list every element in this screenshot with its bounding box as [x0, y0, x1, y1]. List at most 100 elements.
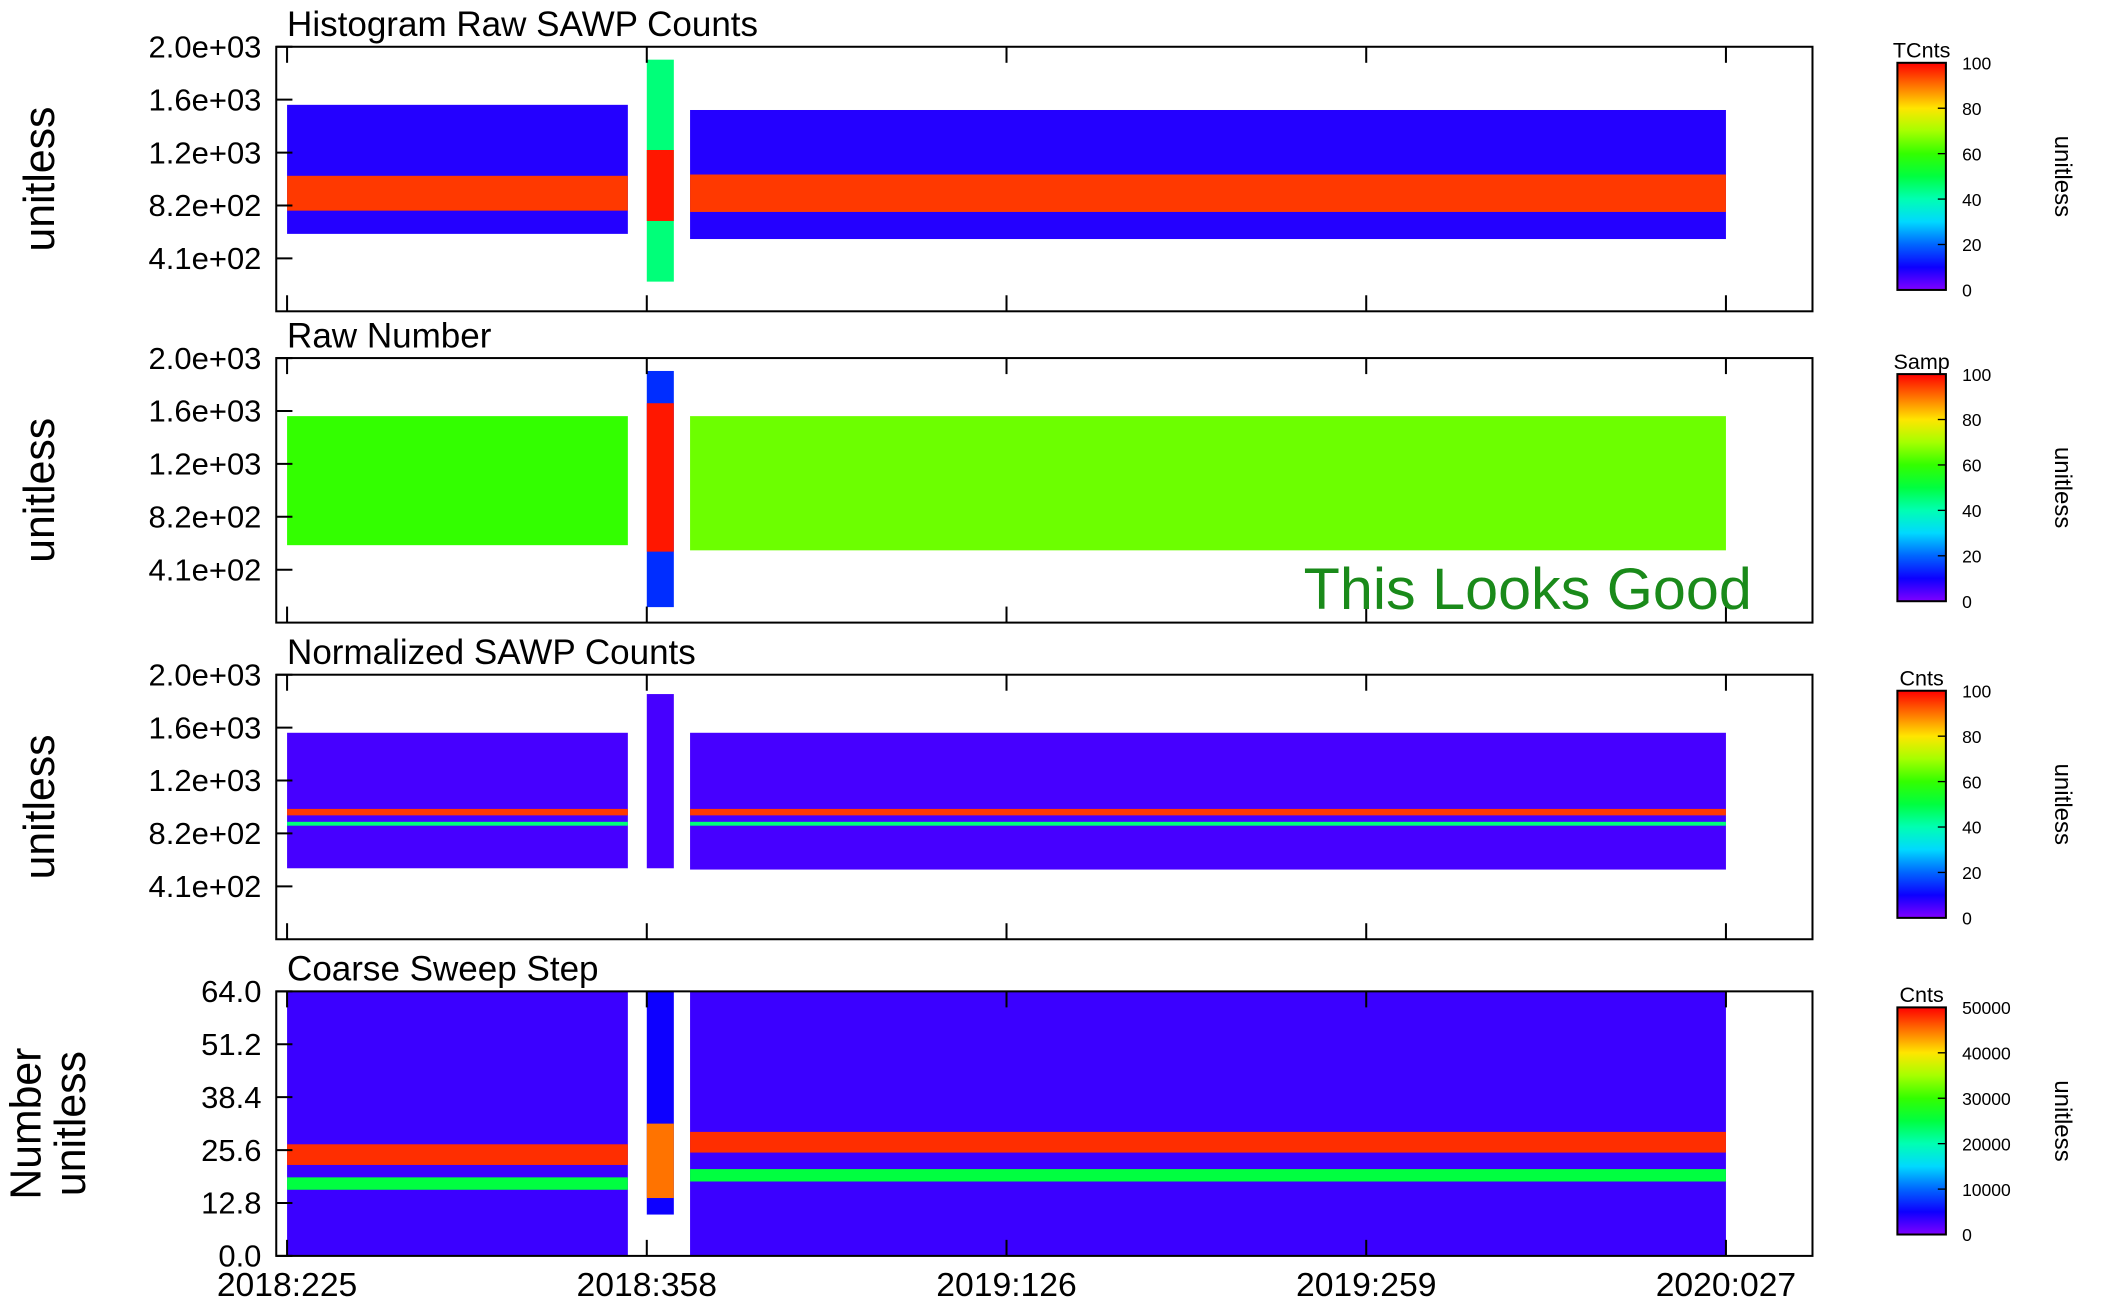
y-tick-label: 0.0: [218, 1239, 261, 1274]
heatmap-cell: [646, 694, 674, 869]
y-tick-label: 2.0e+03: [149, 341, 262, 376]
y-tick-label: 4.1e+02: [149, 869, 262, 904]
colorbar: [1896, 1006, 1947, 1236]
heatmap-cell: [287, 821, 628, 826]
colorbar-tick-label: 80: [1962, 410, 1982, 430]
y-axis-label-line: unitless: [16, 418, 64, 563]
y-axis-label-line: Number: [2, 1048, 50, 1200]
heatmap-cell: [690, 1169, 1726, 1182]
x-tick-label: 2018:358: [577, 1267, 717, 1304]
heatmap-cell: [690, 1131, 1726, 1153]
colorbar-tick-label: 0: [1962, 909, 1972, 929]
heatmap-cell: [690, 991, 1726, 1256]
y-tick-label: 1.6e+03: [149, 394, 262, 429]
heatmap-cell: [287, 1144, 628, 1165]
y-axis-label: unitless: [16, 107, 64, 252]
heatmap-cell: [690, 821, 1726, 826]
y-tick-label: 2.0e+03: [149, 658, 262, 693]
y-tick-label: 2.0e+03: [149, 30, 262, 65]
plot-frame: [275, 45, 1814, 313]
y-axis-label: Numberunitless: [2, 1048, 95, 1200]
y-tick-label: 64.0: [201, 974, 261, 1009]
annotation: This Looks Good: [1304, 556, 1752, 622]
y-axis-label: unitless: [16, 735, 64, 880]
y-tick-label: 8.2e+02: [149, 500, 262, 535]
y-axis-label-line: unitless: [16, 735, 64, 880]
colorbar-tick-label: 20000: [1962, 1134, 2011, 1154]
y-tick-label: 1.2e+03: [149, 763, 262, 798]
heatmap-cell: [287, 175, 628, 211]
colorbar-tick-label: 0: [1962, 281, 1972, 301]
heatmap-cell: [646, 403, 674, 552]
heatmap-cell: [646, 1123, 674, 1199]
y-tick-label: 4.1e+02: [149, 241, 262, 276]
y-axis-label-line: unitless: [47, 1051, 95, 1196]
y-tick-label: 4.1e+02: [149, 553, 262, 588]
colorbar-tick-label: 20: [1962, 547, 1982, 567]
heatmap-cell: [690, 416, 1726, 551]
y-tick-label: 25.6: [201, 1133, 261, 1168]
panel-title: Histogram Raw SAWP Counts: [287, 5, 758, 44]
colorbar-tick-label: 40: [1962, 190, 1982, 210]
colorbar-tick-label: 60: [1962, 456, 1982, 476]
x-tick-label: 2019:259: [1296, 1267, 1436, 1304]
heatmap-cell: [690, 732, 1726, 870]
y-axis-label-line: unitless: [16, 107, 64, 252]
colorbar-axis-label: unitless: [2049, 764, 2076, 846]
colorbar-tick-label: 60: [1962, 772, 1982, 792]
colorbar-title: Samp: [1894, 350, 1950, 374]
colorbar-tick-label: 50000: [1962, 998, 2011, 1018]
colorbar-tick-label: 60: [1962, 144, 1982, 164]
heatmap-cell: [287, 104, 628, 234]
x-tick-label: 2020:027: [1656, 1267, 1796, 1304]
colorbar-tick-label: 40000: [1962, 1044, 2011, 1064]
panel-title: Coarse Sweep Step: [287, 950, 599, 989]
colorbar-tick-label: 0: [1962, 592, 1972, 612]
colorbar-title: TCnts: [1893, 39, 1950, 63]
heatmap-cell: [646, 149, 674, 221]
colorbar-tick-label: 100: [1962, 365, 1992, 385]
colorbar-tick-label: 0: [1962, 1225, 1972, 1245]
y-tick-label: 1.2e+03: [149, 135, 262, 170]
colorbar-tick-label: 100: [1962, 54, 1992, 74]
x-tick-label: 2019:126: [936, 1267, 1076, 1304]
y-tick-label: 12.8: [201, 1186, 261, 1221]
colorbar: [1896, 61, 1947, 291]
colorbar: [1896, 689, 1947, 919]
heatmap-cell: [287, 1177, 628, 1190]
y-tick-label: 8.2e+02: [149, 816, 262, 851]
colorbar-tick-label: 40: [1962, 818, 1982, 838]
plot-frame: [275, 357, 1814, 624]
colorbar-title: Cnts: [1899, 666, 1943, 690]
y-tick-label: 8.2e+02: [149, 188, 262, 223]
heatmap-cell: [287, 808, 628, 816]
colorbar-tick-label: 30000: [1962, 1089, 2011, 1109]
colorbar-tick-label: 40: [1962, 501, 1982, 521]
y-tick-label: 1.6e+03: [149, 710, 262, 745]
colorbar-tick-label: 10000: [1962, 1180, 2011, 1200]
y-axis-label: unitless: [16, 418, 64, 563]
colorbar-tick-label: 20: [1962, 863, 1982, 883]
y-tick-label: 1.2e+03: [149, 447, 262, 482]
panel-title: Raw Number: [287, 317, 492, 356]
colorbar-tick-label: 20: [1962, 235, 1982, 255]
heatmap-cell: [287, 416, 628, 546]
colorbar-tick-label: 80: [1962, 99, 1982, 119]
heatmap-cell: [287, 991, 628, 1256]
x-tick-label: 2018:225: [217, 1267, 357, 1304]
colorbar-title: Cnts: [1899, 983, 1943, 1007]
plot-frame: [275, 990, 1814, 1257]
plot-frame: [275, 673, 1814, 941]
y-tick-label: 51.2: [201, 1027, 261, 1062]
colorbar: [1896, 373, 1947, 603]
heatmap-cell: [690, 174, 1726, 212]
heatmap-cell: [690, 808, 1726, 816]
y-tick-label: 1.6e+03: [149, 82, 262, 117]
heatmap-cell: [287, 732, 628, 869]
colorbar-axis-label: unitless: [2049, 447, 2076, 529]
colorbar-tick-label: 100: [1962, 681, 1992, 701]
panel-title: Normalized SAWP Counts: [287, 633, 696, 672]
y-tick-label: 38.4: [201, 1080, 261, 1115]
